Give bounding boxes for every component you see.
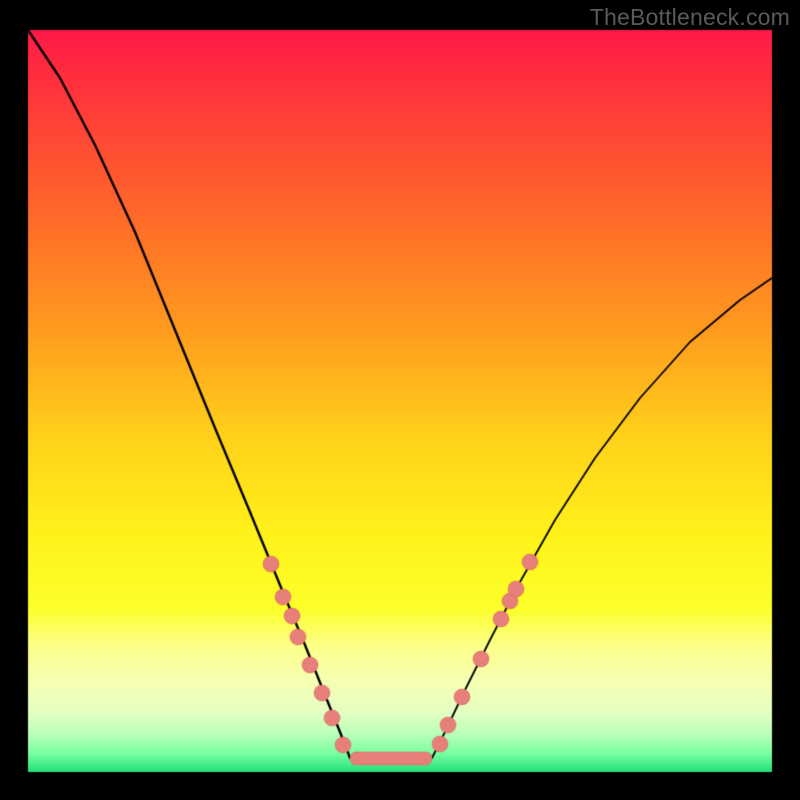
watermark-text: TheBottleneck.com: [590, 4, 790, 31]
chart-frame: TheBottleneck.com: [0, 0, 800, 800]
v-curve-plot: [0, 0, 800, 800]
